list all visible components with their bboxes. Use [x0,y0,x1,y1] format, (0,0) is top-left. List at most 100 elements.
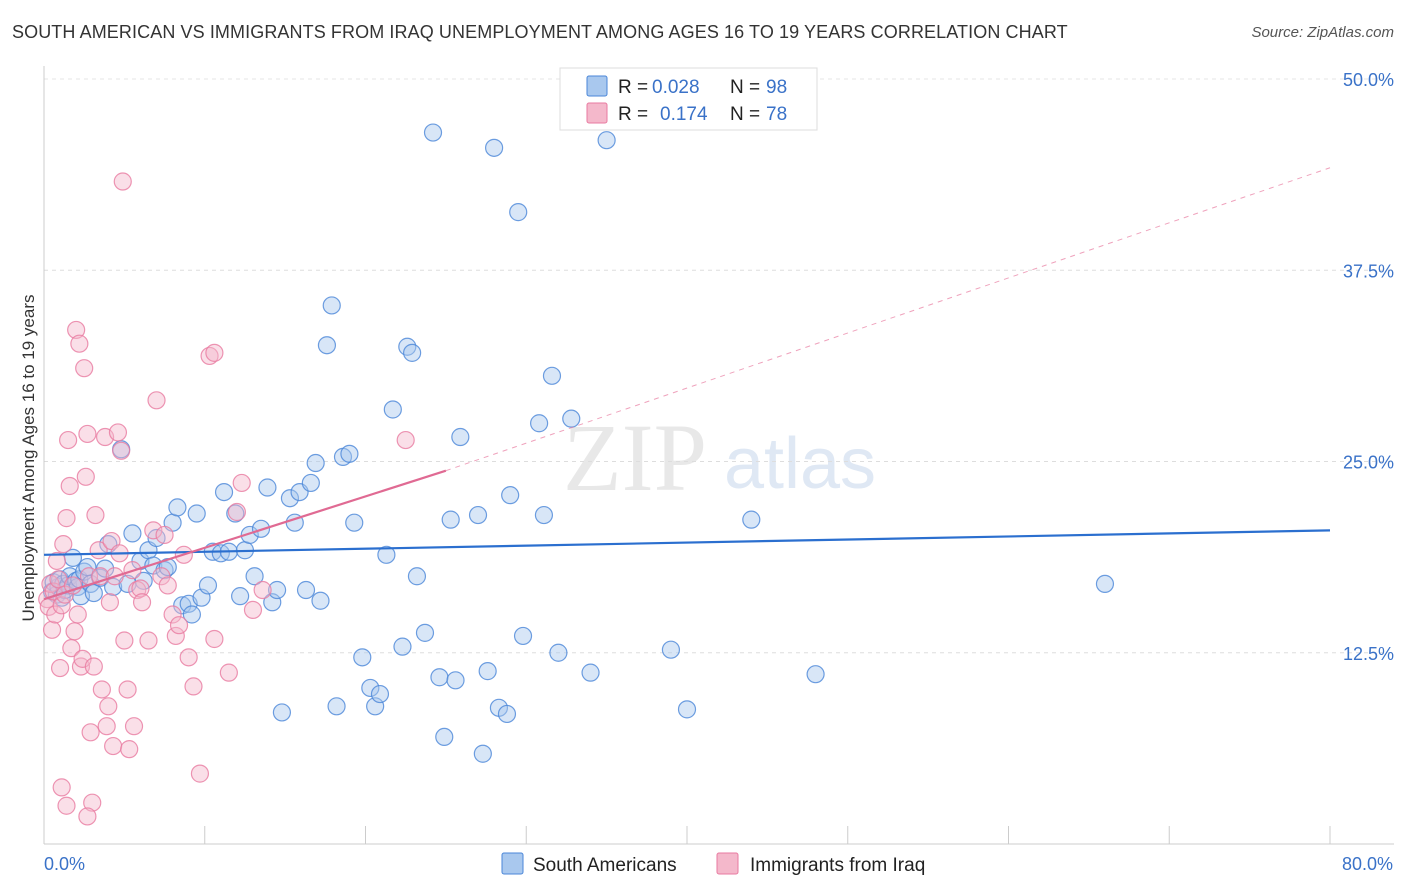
south-american-point-73 [383,400,402,419]
south-american-point-48 [240,525,259,545]
iraq-immigrant-point-39 [104,736,123,756]
legend-r-label-0: R = [618,77,648,98]
south-american-point-93 [513,626,533,646]
south-american-point-40 [198,576,218,595]
south-american-point-103 [742,510,761,529]
south-american-point-85 [468,505,488,525]
iraq-immigrant-point-21 [71,657,91,676]
legend: R = 0.028 N = 98 R = 0.174 N = 78 [559,67,818,131]
legend-n-label-0: N = [730,77,760,98]
south-american-point-104 [806,665,825,684]
south-american-point-77 [407,567,427,586]
south-american-point-49 [245,567,264,586]
south-american-point-69 [361,678,380,698]
iraq-immigrant-point-52 [132,593,152,612]
south-american-point-105 [1095,574,1115,594]
iraq-immigrant-point-75 [52,778,71,797]
south-american-point-62 [317,336,337,355]
iraq-immigrant-point-13 [59,430,78,450]
grid-lines [44,78,1394,654]
south-american-point-53 [267,580,287,600]
iraq-immigrant-point-3 [42,620,62,639]
iraq-immigrant-point-45 [115,631,134,650]
iraq-immigrant-point-35 [97,717,116,736]
trend-line-0 [43,529,1331,556]
south-american-point-66 [340,444,359,463]
y-tick-label-0: 12.5% [1343,644,1394,664]
trend-line-1 [43,469,447,601]
south-american-point-82 [441,510,460,529]
iraq-immigrant-point-10 [54,535,73,554]
iraq-immigrant-point-43 [112,441,131,460]
trend-lines [43,167,1331,601]
iraq-immigrant-point-37 [100,593,120,612]
south-american-point-94 [530,414,549,433]
south-american-point-98 [562,409,581,428]
south-american-point-88 [485,138,504,157]
iraq-immigrant-point-72 [243,600,263,620]
legend-swatch-immigrants-from-iraq [586,102,608,124]
iraq-immigrant-point-53 [139,631,158,650]
iraq-immigrant-point-46 [118,680,137,699]
legend-n-label-1: N = [730,104,760,125]
iraq-immigrant-point-56 [152,567,171,586]
iraq-immigrant-point-33 [92,680,111,699]
iraq-immigrant-point-25 [78,424,97,444]
bottom-legend-swatch-immigrants-from-iraq [716,852,739,875]
iraq-immigrant-point-76 [57,796,76,815]
south-american-point-76 [403,343,422,362]
south-american-point-96 [542,366,562,385]
iraq-immigrant-point-77 [78,807,97,826]
south-american-point-68 [353,648,372,667]
iraq-immigrant-point-57 [155,525,174,545]
south-american-point-55 [280,489,300,508]
south-american-point-74 [393,637,412,656]
iraq-immigrant-point-5 [46,605,65,624]
iraq-immigrant-point-73 [253,580,272,600]
iraq-immigrant-point-55 [147,391,166,410]
axes [43,66,1394,845]
y-tick-label-1: 25.0% [1343,453,1394,473]
south-american-point-92 [509,203,528,222]
legend-swatch-south-americans [586,75,608,97]
bottom-legend: South Americans Immigrants from Iraq [501,852,925,876]
south-american-point-78 [415,623,435,642]
watermark-atlas: atlas [724,424,876,504]
y-tick-label-3: 50.0% [1343,70,1394,90]
south-american-point-59 [301,473,320,493]
iraq-immigrant-point-66 [200,346,219,366]
iraq-immigrant-point-49 [124,717,144,736]
iraq-immigrant-point-18 [67,320,86,340]
iraq-immigrant-point-44 [113,172,132,191]
iraq-immigrant-point-60 [166,626,185,646]
south-american-point-84 [451,427,470,447]
trend-extension-1 [445,167,1331,472]
iraq-immigrant-point-27 [81,723,100,742]
iraq-immigrant-point-30 [86,505,105,525]
south-american-point-99 [581,663,600,682]
iraq-immigrant-point-54 [144,521,163,540]
iraq-immigrant-point-36 [99,697,118,716]
bottom-legend-label-south-americans: South Americans [533,855,677,876]
legend-n-value-1: 78 [766,104,787,125]
iraq-immigrant-point-20 [70,334,89,353]
south-american-point-95 [534,505,554,525]
bottom-legend-label-immigrants-from-iraq: Immigrants from Iraq [750,855,925,876]
legend-n-value-0: 98 [766,77,787,98]
south-american-point-86 [473,744,492,763]
x-tick-label-1: 80.0% [1342,854,1393,874]
iraq-immigrant-point-51 [131,579,150,598]
iraq-immigrant-point-47 [120,740,139,759]
watermark-zip: ZIP [563,404,707,511]
south-american-point-80 [430,668,449,687]
iraq-immigrant-point-59 [163,605,182,624]
south-american-point-100 [597,131,616,150]
bottom-legend-swatch-south-americans [501,852,524,875]
iraq-immigrant-point-68 [205,629,224,649]
south-american-point-46 [231,587,250,606]
south-american-point-54 [272,703,292,722]
iraq-immigrant-point-8 [50,658,70,678]
south-american-point-67 [345,513,364,532]
south-american-point-38 [187,504,206,523]
iraq-immigrant-point-28 [83,793,102,812]
